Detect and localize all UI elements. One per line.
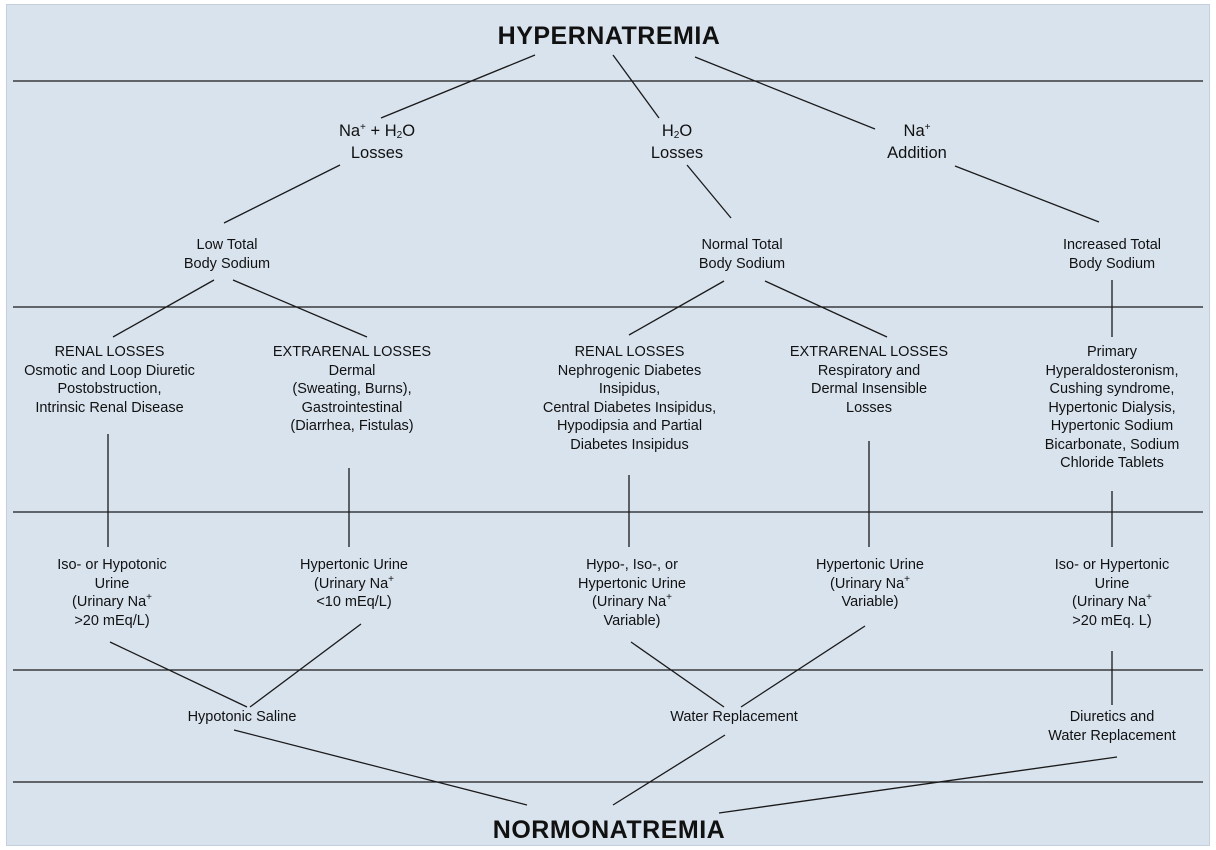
connector [612,54,660,119]
low-total-body-sodium-node: Low Total Body Sodium [183,237,271,272]
connector [630,641,725,708]
connector [764,280,888,338]
connector [740,625,866,708]
connector [718,756,1118,814]
connector [112,279,215,338]
na-h2o-losses-node: Na+ + H2O Losses [338,122,416,162]
water-replacement-node: Water Replacement [670,709,798,725]
connector [233,729,528,806]
connector [223,164,341,224]
connector [380,54,536,119]
extrarenal-losses-low-node: EXTRARENAL LOSSES Dermal (Sweating, Burn… [272,344,432,434]
hypotonic-saline-node: Hypotonic Saline [187,709,297,725]
renal-losses-normal-node: RENAL LOSSES Nephrogenic Diabetes Insipi… [542,344,717,453]
h2o-losses-node: H2O Losses [650,122,704,162]
connector [249,623,362,708]
connector [694,56,876,130]
connector [954,165,1100,223]
urine-hypertonic-low-node: Hypertonic Urine (Urinary Na+ <10 mEq/L) [300,557,408,610]
connector [686,164,732,219]
urine-hypo-iso-hypertonic-node: Hypo-, Iso-, or Hypertonic Urine (Urinar… [578,557,686,629]
extrarenal-losses-normal-node: EXTRARENAL LOSSES Respiratory and Dermal… [789,344,949,416]
urine-iso-hypotonic-node: Iso- or Hypotonic Urine (Urinary Na+ >20… [57,557,167,629]
urine-hypertonic-normal-node: Hypertonic Urine (Urinary Na+ Variable) [816,557,924,610]
sodium-addition-causes-node: Primary Hyperaldosteronism, Cushing synd… [1044,344,1180,471]
increased-total-body-sodium-node: Increased Total Body Sodium [1062,237,1162,272]
diuretics-water-replacement-node: Diuretics and Water Replacement [1048,709,1176,744]
renal-losses-low-node: RENAL LOSSES Osmotic and Loop Diuretic P… [24,344,195,416]
connector [612,734,726,806]
connector [232,279,368,338]
hypernatremia-title: HYPERNATREMIA [497,22,721,50]
connector [628,280,725,336]
diagram-canvas: HYPERNATREMIA Na+ + H2O Losses H2O Losse… [6,4,1210,846]
na-addition-node: Na+ Addition [887,122,947,162]
normal-total-body-sodium-node: Normal Total Body Sodium [698,237,786,272]
normonatremia-title: NORMONATREMIA [492,816,726,844]
connector-lines [13,54,1203,814]
connector [109,641,248,708]
urine-iso-hypertonic-node: Iso- or Hypertonic Urine (Urinary Na+ >2… [1054,557,1170,629]
